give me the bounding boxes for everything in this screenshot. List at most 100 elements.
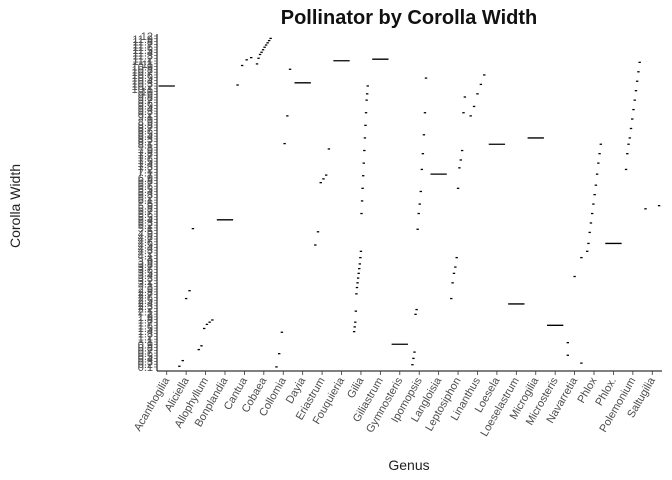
y-tick-label: 2.4 [138, 298, 153, 310]
y-tick-label: 6.7 [138, 178, 153, 190]
y-tick-label: 9.5 [138, 101, 153, 113]
y-tick-label: 0.9 [138, 340, 153, 352]
y-tick-label: 0.7 [138, 345, 153, 357]
y-tick-label: 4.1 [138, 251, 153, 263]
y-tick-label: 3.7 [138, 262, 153, 274]
y-tick-label: 11.2 [132, 53, 153, 65]
y-tick-label: 0.2 [138, 359, 153, 371]
y-tick-label: 7.6 [138, 153, 153, 165]
y-tick-label: 11.4 [132, 48, 153, 60]
y-tick-label: 8.4 [138, 131, 153, 143]
y-tick-label: 7.3 [138, 162, 153, 174]
y-tick-label: 3.5 [138, 267, 153, 279]
y-tick-label: 9.8 [138, 92, 153, 104]
y-tick-label: 9.3 [138, 106, 153, 118]
y-tick-label: 9.4 [138, 103, 153, 115]
y-tick-label: 7.7 [138, 151, 153, 163]
y-tick-label: 12 [141, 31, 153, 43]
y-tick-label: 1.8 [138, 315, 153, 327]
y-tick-label: 3 [147, 281, 153, 293]
y-tick-label: 1.7 [138, 317, 153, 329]
y-tick-label: 7.2 [138, 165, 153, 177]
y-tick-label: 4.8 [138, 231, 153, 243]
y-tick-label: 0.1 [138, 362, 153, 374]
y-tick-label: 4.2 [138, 248, 153, 260]
y-tick-label: 2.1 [138, 306, 153, 318]
y-tick-label: 10.2 [132, 81, 153, 93]
y-tick-label: 3.3 [138, 273, 153, 285]
y-tick-label: 8.6 [138, 126, 153, 138]
y-tick-label: 9.7 [138, 95, 153, 107]
y-tick-label: 8.7 [138, 123, 153, 135]
y-tick-label: 6 [147, 198, 153, 210]
y-tick-label: 3.6 [138, 265, 153, 277]
y-tick-label: 4 [147, 254, 153, 266]
y-tick-label: 5.2 [138, 220, 153, 232]
x-axis-label: Genus [388, 457, 429, 473]
y-tick-label: 10.7 [132, 67, 153, 79]
y-tick-label: 2.9 [138, 284, 153, 296]
y-tick-label: 7 [147, 170, 153, 182]
y-tick-label: 9.1 [138, 112, 153, 124]
y-tick-label: 5.6 [138, 209, 153, 221]
y-tick-label: 4.7 [138, 234, 153, 246]
y-tick-label: 2.2 [138, 304, 153, 316]
y-tick-label: 3.1 [138, 279, 153, 291]
y-tick-label: 4.4 [138, 242, 153, 254]
y-tick-label: 11.5 [132, 45, 153, 57]
y-axis-label: Corolla Width [7, 164, 23, 248]
y-tick-label: 8.2 [138, 137, 153, 149]
y-tick-label: 11.8 [132, 37, 153, 49]
y-tick-label: 5.3 [138, 217, 153, 229]
y-tick-label: 10 [141, 87, 153, 99]
y-tick-label: 4.3 [138, 245, 153, 257]
y-tick-label: 0.8 [138, 343, 153, 355]
y-tick-label: 6.1 [138, 195, 153, 207]
y-tick-label: 0.5 [138, 351, 153, 363]
y-tick-label: 10.1 [132, 84, 153, 96]
y-tick-label: 1.2 [138, 331, 153, 343]
y-tick-label: 1 [147, 337, 153, 349]
y-tick-label: 4.6 [138, 237, 153, 249]
y-tick-label: 10.5 [132, 73, 153, 85]
y-tick-label: 5.9 [138, 201, 153, 213]
y-tick-label: 9.6 [138, 98, 153, 110]
y-tick-label: 9 [147, 114, 153, 126]
y-tick-label: 5.1 [138, 223, 153, 235]
y-tick-label: 10.4 [132, 76, 153, 88]
y-tick-label: 5.8 [138, 203, 153, 215]
y-tick-label: 7.4 [138, 159, 153, 171]
data-marks [158, 37, 661, 368]
y-tick-label: 2.8 [138, 287, 153, 299]
y-tick-label: 2.5 [138, 295, 153, 307]
y-tick-label: 2.3 [138, 301, 153, 313]
y-tick-label: 3.8 [138, 259, 153, 271]
y-tick-label: 11.3 [132, 50, 153, 62]
y-tick-label: 5.7 [138, 206, 153, 218]
y-tick-label: 4.5 [138, 240, 153, 252]
y-tick-label: 5 [147, 226, 153, 238]
y-tick-label: 6.6 [138, 181, 153, 193]
y-tick-label: 2 [147, 309, 153, 321]
y-tick-label: 7.1 [138, 167, 153, 179]
y-tick-label: 1.3 [138, 329, 153, 341]
y-tick-label: 8.9 [138, 117, 153, 129]
y-tick-label: 11 [142, 59, 153, 71]
y-tick-label: 10.6 [132, 70, 153, 82]
y-tick-label: 2.7 [138, 290, 153, 302]
y-tick-label: 11.9 [132, 34, 153, 46]
y-tick-label: 10.8 [132, 64, 153, 76]
chart-title: Pollinator by Corolla Width [281, 7, 537, 29]
y-tick-label: 3.9 [138, 256, 153, 268]
y-tick-label: 6.4 [138, 187, 153, 199]
y-tick-label: 6.9 [138, 173, 153, 185]
y-tick-label: 11.1 [132, 56, 153, 68]
y-tick-label: 2.6 [138, 292, 153, 304]
y-tick-label: 6.2 [138, 192, 153, 204]
y-tick-label: 1.6 [138, 320, 153, 332]
y-tick-label: 8.1 [138, 139, 153, 151]
y-tick-label: 0.4 [138, 354, 153, 366]
y-tick-label: 8.5 [138, 128, 153, 140]
